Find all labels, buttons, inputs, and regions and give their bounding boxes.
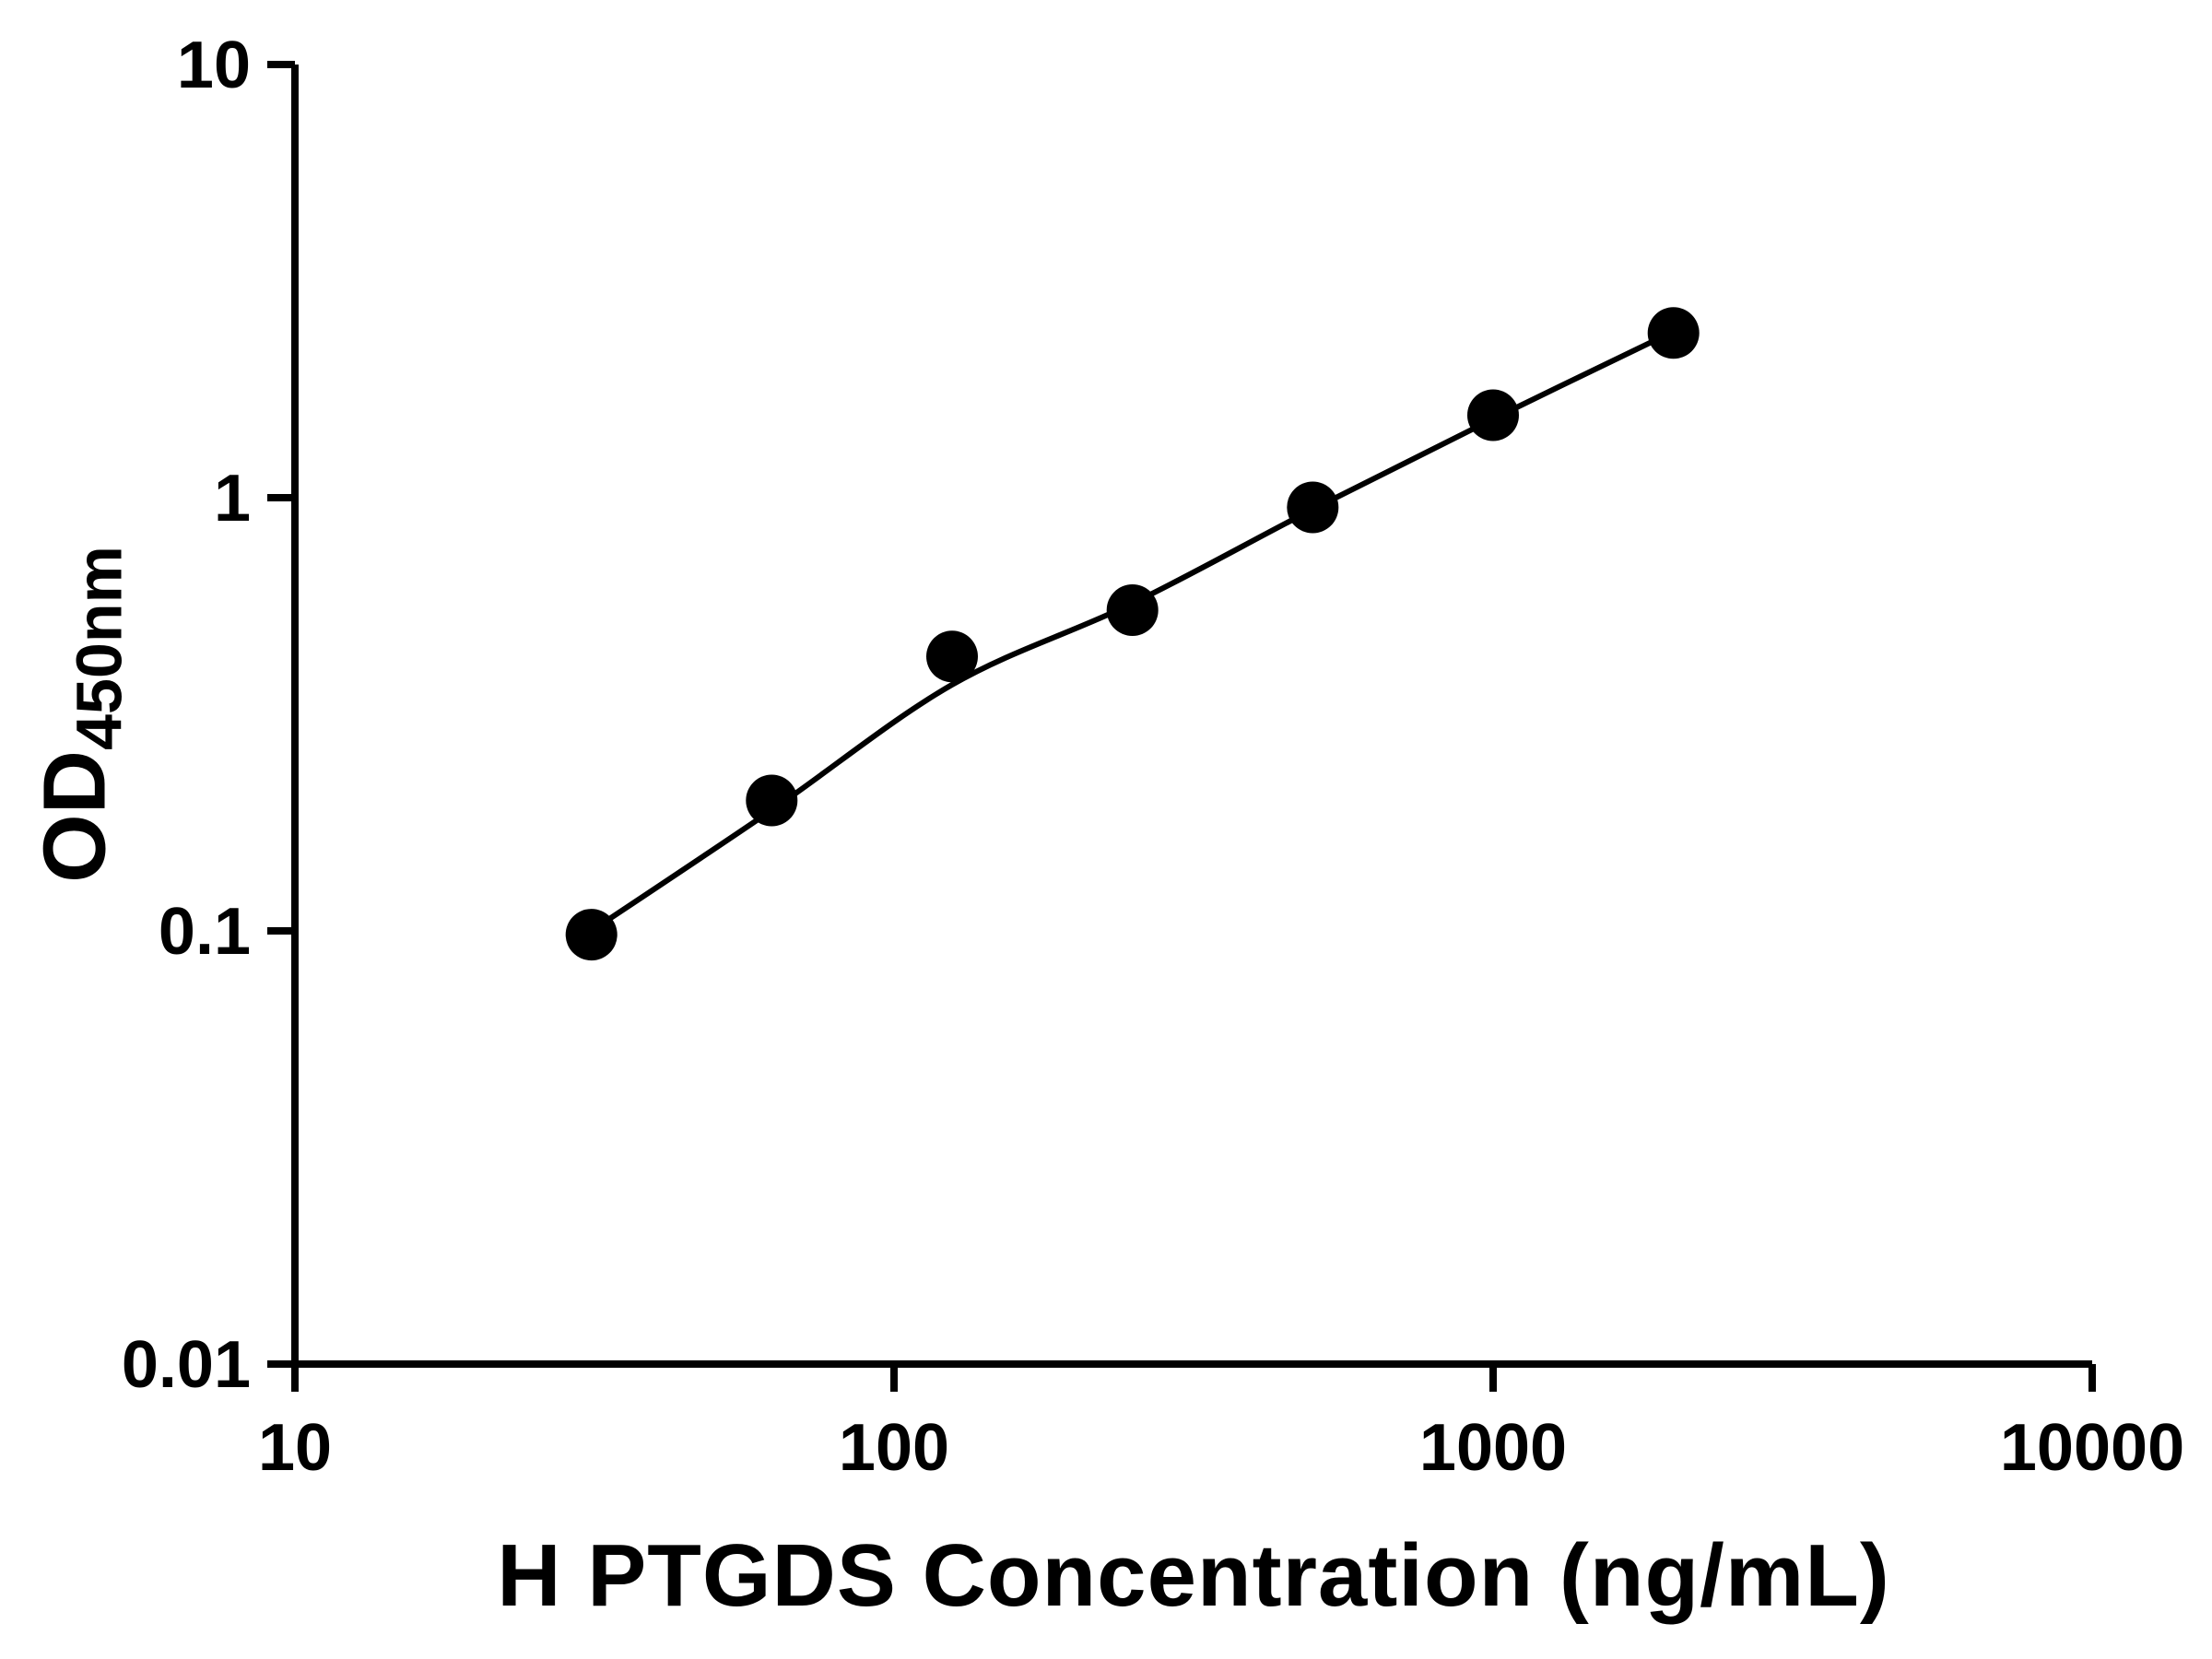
- x-tick-label: 100: [839, 1411, 949, 1485]
- data-point: [1647, 307, 1700, 359]
- y-axis-label: OD450nm: [26, 546, 135, 883]
- x-tick-label: 10: [258, 1411, 332, 1485]
- x-tick-label: 1000: [1419, 1411, 1567, 1485]
- data-point: [1106, 584, 1159, 636]
- y-tick-label: 0.01: [122, 1328, 251, 1402]
- x-tick-label: 10000: [2000, 1411, 2184, 1485]
- data-point: [565, 909, 618, 961]
- data-point: [1467, 389, 1519, 441]
- data-point: [1287, 481, 1339, 534]
- data-point: [926, 630, 978, 683]
- y-axis-label-text: OD: [25, 749, 124, 883]
- x-axis-label: H PTGDS Concentration (ng/mL): [497, 1526, 1890, 1625]
- y-tick-label: 1: [214, 462, 251, 535]
- data-point: [746, 774, 798, 827]
- y-tick-label: 10: [177, 29, 251, 102]
- y-tick-label: 0.1: [159, 895, 251, 969]
- y-axis-label-subscript: 450nm: [63, 546, 135, 750]
